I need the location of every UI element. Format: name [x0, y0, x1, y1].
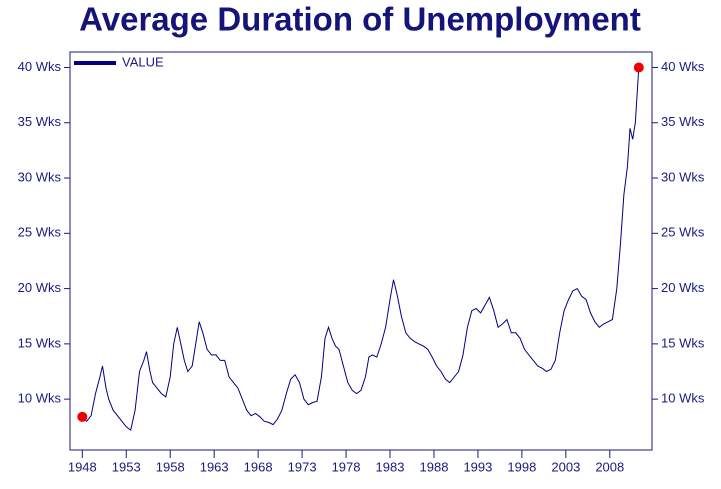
y2-tick-label: 15 Wks — [661, 335, 705, 350]
x-tick-label: 1983 — [376, 459, 405, 474]
x-tick-label: 2008 — [595, 459, 624, 474]
x-tick-label: 1958 — [156, 459, 185, 474]
y-tick-label: 25 Wks — [18, 225, 62, 240]
x-tick-label: 1963 — [200, 459, 229, 474]
y2-tick-label: 30 Wks — [661, 169, 705, 184]
y2-tick-label: 20 Wks — [661, 280, 705, 295]
y-tick-label: 35 Wks — [18, 114, 62, 129]
x-tick-label: 1993 — [463, 459, 492, 474]
y2-tick-label: 25 Wks — [661, 225, 705, 240]
y2-tick-label: 40 Wks — [661, 59, 705, 74]
endpoint-marker — [633, 62, 644, 73]
y-tick-label: 15 Wks — [18, 335, 62, 350]
legend-label: VALUE — [122, 54, 164, 69]
x-tick-label: 2003 — [551, 459, 580, 474]
y-tick-label: 30 Wks — [18, 169, 62, 184]
y-tick-label: 10 Wks — [18, 391, 62, 406]
line-series — [81, 67, 640, 431]
plot-frame — [69, 51, 653, 451]
endpoint-marker — [77, 411, 88, 422]
chart-title: Average Duration of Unemployment — [79, 1, 641, 38]
x-tick-label: 1978 — [332, 459, 361, 474]
x-tick-label: 1968 — [244, 459, 273, 474]
y-tick-label: 20 Wks — [18, 280, 62, 295]
x-tick-label: 1998 — [507, 459, 536, 474]
x-tick-label: 1948 — [68, 459, 97, 474]
y-tick-label: 40 Wks — [18, 59, 62, 74]
y2-tick-label: 10 Wks — [661, 391, 705, 406]
x-tick-label: 1988 — [420, 459, 449, 474]
x-tick-label: 1973 — [288, 459, 317, 474]
y2-tick-label: 35 Wks — [661, 114, 705, 129]
x-tick-label: 1953 — [112, 459, 141, 474]
